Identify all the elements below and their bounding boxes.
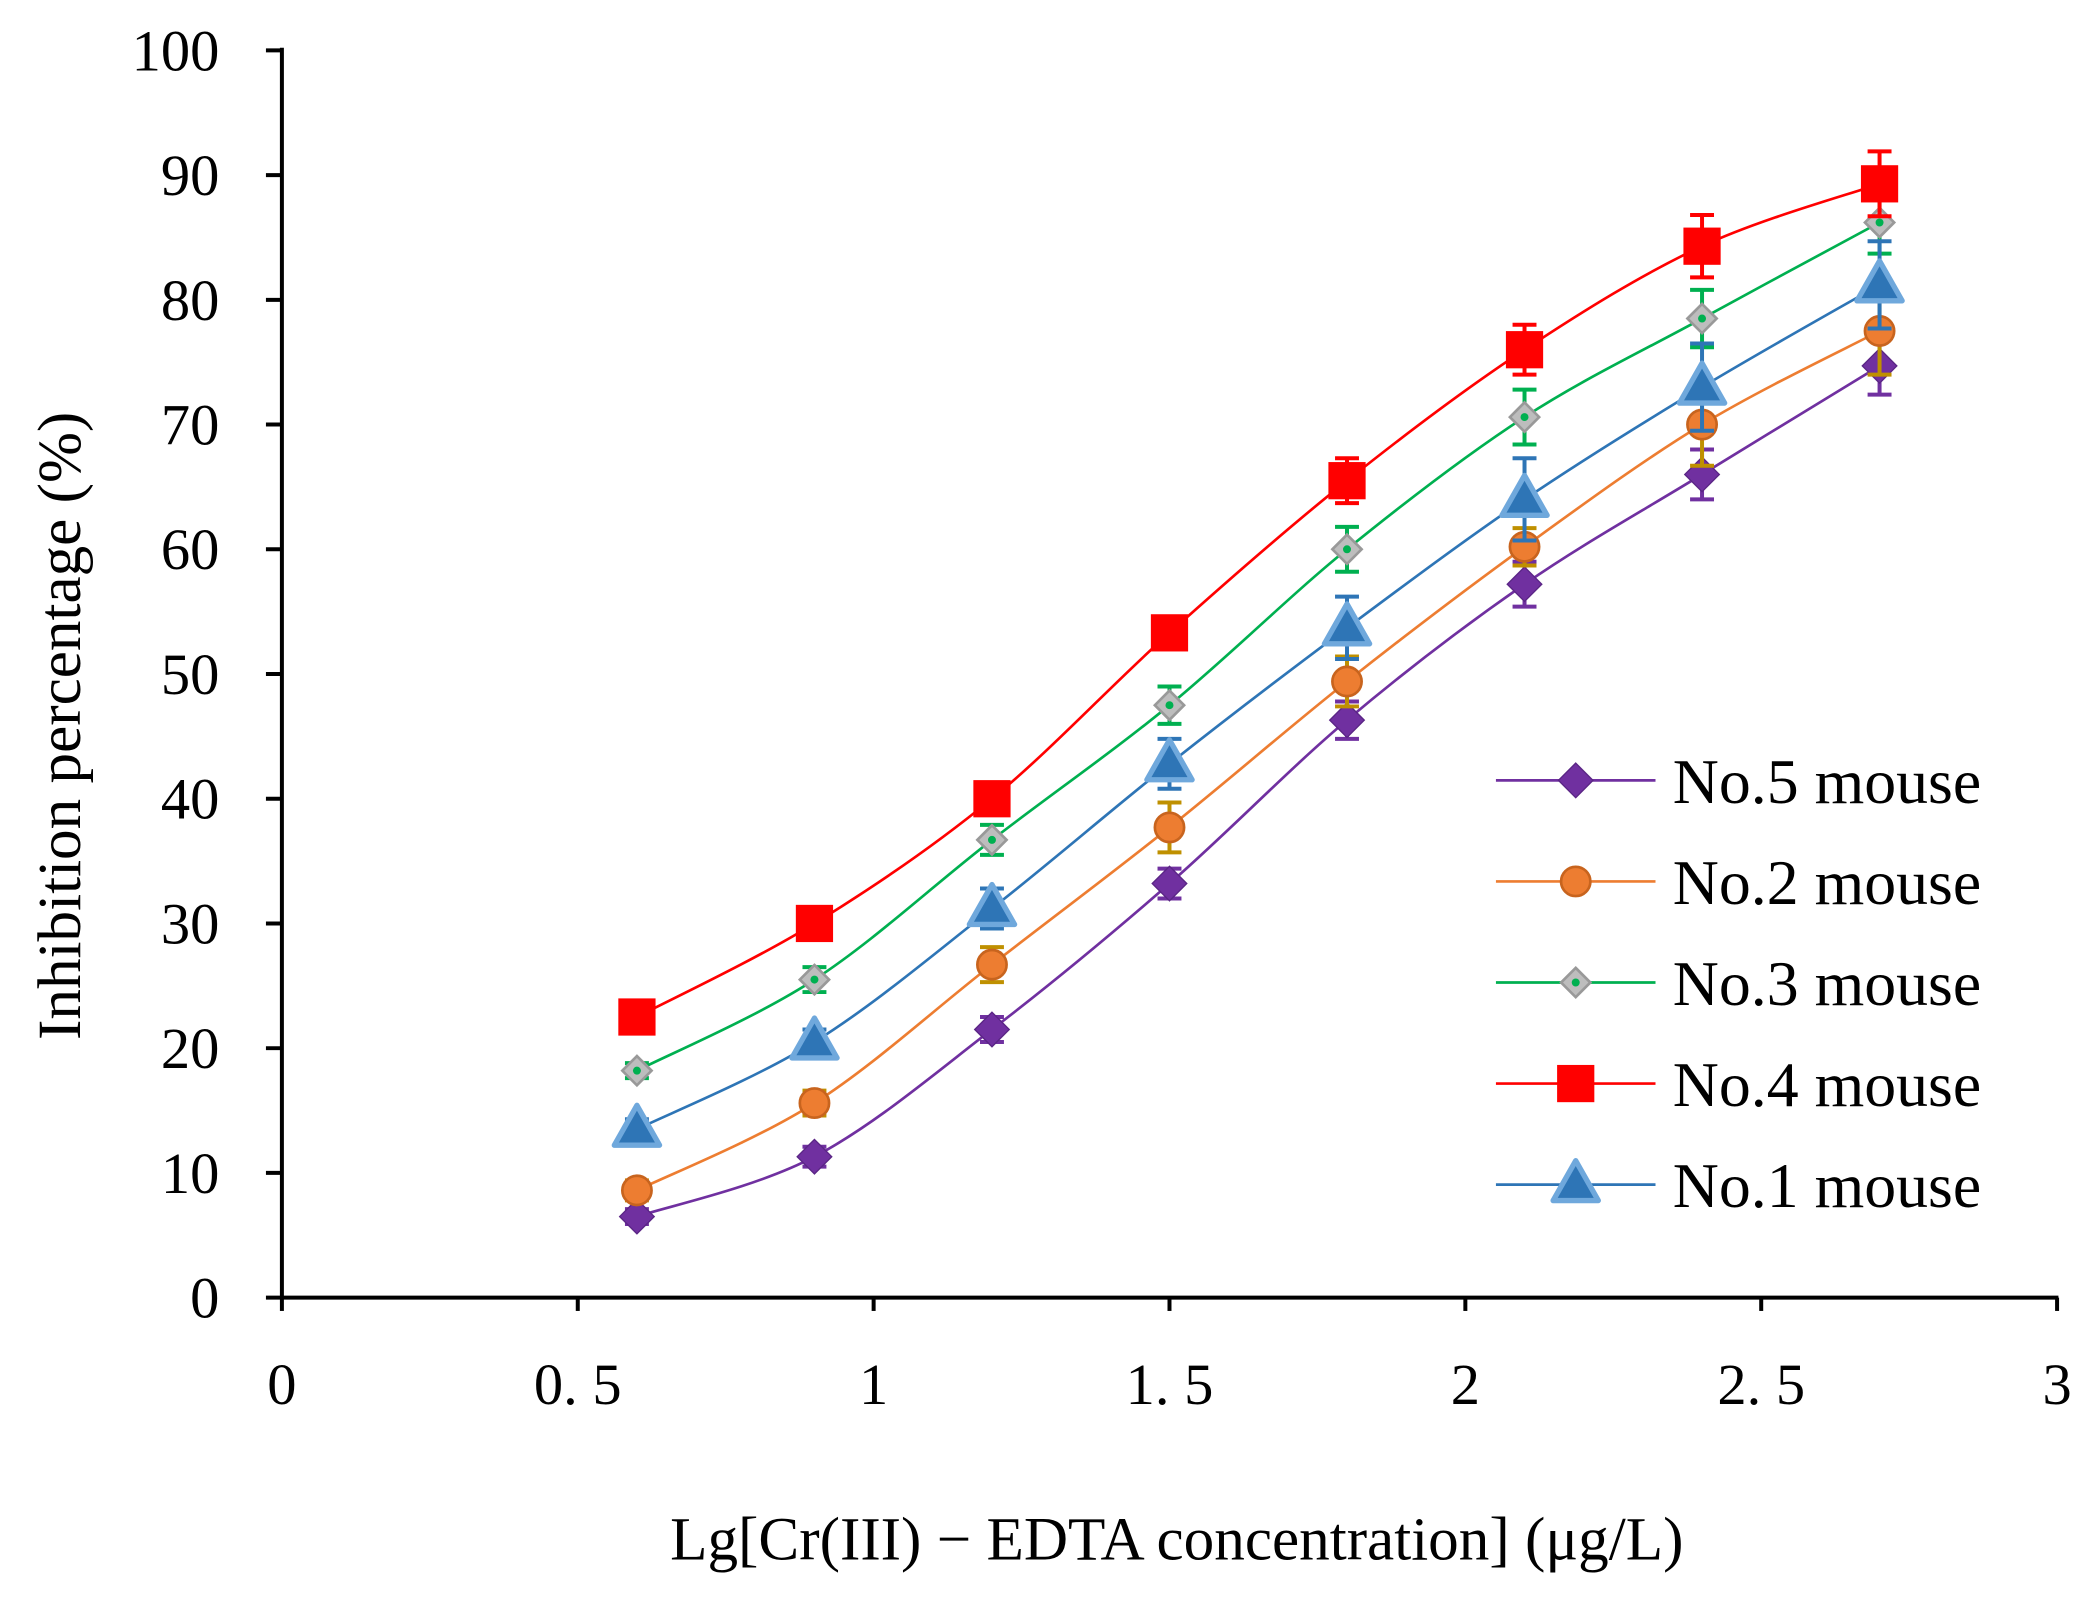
data-point-center: [810, 975, 819, 984]
data-point: [618, 998, 656, 1036]
y-tick-label: 80: [161, 268, 220, 333]
data-point-center: [1698, 314, 1707, 323]
data-point: [1331, 665, 1363, 698]
data-point: [1328, 462, 1366, 500]
data-point: [973, 1011, 1011, 1048]
legend-item: No.5 mouse: [1495, 746, 1981, 817]
y-tick-label: 90: [161, 143, 220, 208]
x-tick-label: 2: [1451, 1352, 1480, 1417]
y-tick-label: 70: [161, 392, 220, 457]
legend-item: No.2 mouse: [1495, 847, 1981, 918]
data-point: [1144, 737, 1195, 783]
x-tick-label: 0. 5: [534, 1352, 622, 1417]
data-point: [611, 1102, 663, 1148]
data-point-center: [1520, 413, 1529, 422]
data-point-center: [632, 1066, 641, 1075]
legend-label: No.3 mouse: [1673, 948, 1981, 1019]
data-point: [1676, 360, 1728, 406]
legend-marker: [1559, 865, 1592, 898]
data-point: [795, 904, 834, 943]
data-point: [1328, 701, 1366, 739]
data-point-center: [1165, 701, 1174, 710]
data-point: [1153, 811, 1186, 844]
data-point: [966, 881, 1018, 928]
legend-label: No.4 mouse: [1673, 1049, 1981, 1120]
series-no-1-mouse: [611, 239, 1905, 1148]
data-point: [1506, 565, 1543, 603]
legend-item: No.4 mouse: [1495, 1049, 1981, 1120]
y-tick-label: 0: [190, 1266, 219, 1331]
series-line: [636, 182, 1880, 1019]
data-point: [1321, 601, 1373, 647]
data-point: [1505, 331, 1544, 369]
data-point: [618, 1198, 656, 1235]
y-axis-label: Inhibition percentage (%): [26, 412, 94, 1040]
data-point-center: [987, 835, 996, 844]
data-point-center: [1343, 545, 1351, 554]
legend-label: No.2 mouse: [1673, 847, 1981, 918]
legend-item: No.1 mouse: [1495, 1150, 1981, 1221]
y-tick-label: 20: [161, 1016, 220, 1081]
data-point: [1854, 258, 1905, 304]
y-tick-label: 100: [132, 18, 220, 83]
legend: No.5 mouse No.2 mouse No.3 mouse No.4 mouse…: [1495, 746, 1981, 1221]
x-tick-label: 1. 5: [1126, 1352, 1214, 1417]
series-line: [636, 221, 1881, 1072]
y-tick-label: 50: [161, 642, 220, 707]
data-point: [796, 1138, 833, 1175]
legend-item: No.3 mouse: [1495, 948, 1981, 1019]
data-point: [1151, 865, 1188, 902]
y-tick-label: 60: [161, 517, 220, 582]
data-point: [1499, 472, 1550, 519]
data-point-center: [1875, 218, 1884, 227]
x-axis-label: Lg[Cr(III) − EDTA concentration] (μg/L): [670, 1506, 1683, 1574]
series-no-4-mouse: [618, 149, 1899, 1036]
legend-marker: [1550, 1158, 1601, 1204]
data-point: [1860, 165, 1899, 203]
x-tick-label: 0: [267, 1352, 296, 1417]
x-tick-label: 1: [859, 1352, 888, 1417]
x-tick-label: 3: [2042, 1352, 2071, 1417]
data-point: [798, 1087, 831, 1120]
y-tick-label: 10: [161, 1141, 220, 1206]
legend-marker-center: [1571, 978, 1580, 987]
legend-marker: [1557, 1064, 1595, 1103]
series-line: [636, 364, 1881, 1218]
series-layer: [611, 149, 1905, 1235]
legend-label: No.5 mouse: [1673, 746, 1981, 817]
y-tick-label: 30: [161, 891, 220, 956]
data-point: [976, 948, 1008, 981]
y-tick-label: 40: [161, 767, 220, 832]
legend-marker: [1557, 762, 1594, 799]
series-line: [636, 329, 1881, 1192]
data-point: [973, 780, 1011, 818]
data-point: [620, 1174, 653, 1207]
x-tick-label: 2. 5: [1717, 1352, 1805, 1417]
legend-label: No.1 mouse: [1673, 1150, 1981, 1221]
data-point: [1150, 614, 1189, 652]
data-point: [789, 1015, 840, 1061]
data-point: [1683, 227, 1721, 265]
